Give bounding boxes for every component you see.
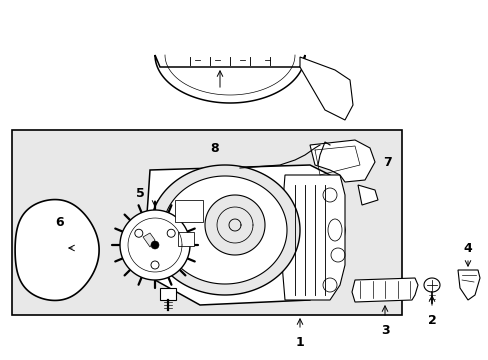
Text: 2: 2 xyxy=(427,314,435,327)
Polygon shape xyxy=(150,165,299,295)
Polygon shape xyxy=(155,55,305,103)
Circle shape xyxy=(167,229,175,237)
Polygon shape xyxy=(423,278,439,292)
Text: 5: 5 xyxy=(135,186,144,199)
Polygon shape xyxy=(145,165,345,305)
Polygon shape xyxy=(357,185,377,205)
Bar xyxy=(12,130,401,315)
Polygon shape xyxy=(163,176,286,284)
Polygon shape xyxy=(151,241,159,249)
Polygon shape xyxy=(280,175,345,300)
Polygon shape xyxy=(299,57,352,120)
Polygon shape xyxy=(142,233,155,247)
Circle shape xyxy=(151,261,159,269)
Text: 7: 7 xyxy=(383,156,391,168)
Bar xyxy=(175,200,203,222)
Text: 8: 8 xyxy=(210,141,219,154)
Text: 4: 4 xyxy=(463,242,471,255)
Polygon shape xyxy=(457,270,479,300)
Circle shape xyxy=(135,229,142,237)
Bar xyxy=(178,232,194,246)
Text: 3: 3 xyxy=(380,324,388,337)
Polygon shape xyxy=(204,195,264,255)
Polygon shape xyxy=(309,140,374,182)
Polygon shape xyxy=(160,288,176,300)
Polygon shape xyxy=(15,199,99,301)
Polygon shape xyxy=(120,210,190,280)
Polygon shape xyxy=(351,278,417,302)
Text: 6: 6 xyxy=(56,216,64,229)
Text: 1: 1 xyxy=(295,336,304,348)
